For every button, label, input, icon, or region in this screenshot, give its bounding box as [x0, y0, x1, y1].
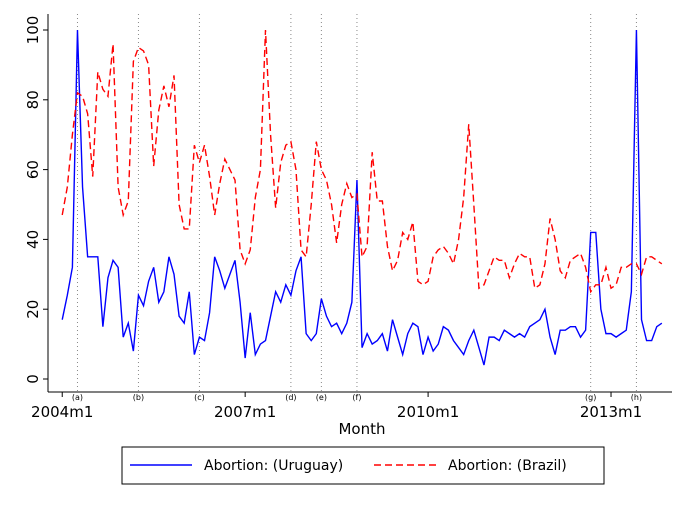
x-axis-title: Month	[338, 420, 385, 438]
y-tick-label: 0	[24, 374, 42, 384]
y-tick-label: 40	[24, 230, 42, 249]
event-label: (d)	[285, 393, 296, 402]
line	[61, 29, 663, 294]
legend-label: Abortion: (Brazil)	[448, 458, 567, 474]
y-tick-label: 60	[24, 160, 42, 179]
event-label: (c)	[194, 393, 205, 402]
x-tick-label: 2013m1	[580, 403, 642, 421]
x-tick-label: 2010m1	[397, 403, 459, 421]
y-tick-label: 20	[24, 300, 42, 319]
event-label: (e)	[316, 393, 327, 402]
event-label: (a)	[72, 393, 83, 402]
x-tick-label: 2004m1	[31, 403, 93, 421]
legend	[121, 446, 605, 485]
event-label: (h)	[631, 393, 642, 402]
x-tick-label: 2007m1	[214, 403, 276, 421]
event-label: (f)	[352, 393, 361, 402]
line	[61, 29, 663, 366]
legend-label: Abortion: (Uruguay)	[204, 458, 343, 474]
y-tick-label: 100	[24, 16, 42, 45]
event-label: (g)	[585, 393, 596, 402]
event-label: (b)	[133, 393, 144, 402]
y-tick-label: 80	[24, 90, 42, 109]
